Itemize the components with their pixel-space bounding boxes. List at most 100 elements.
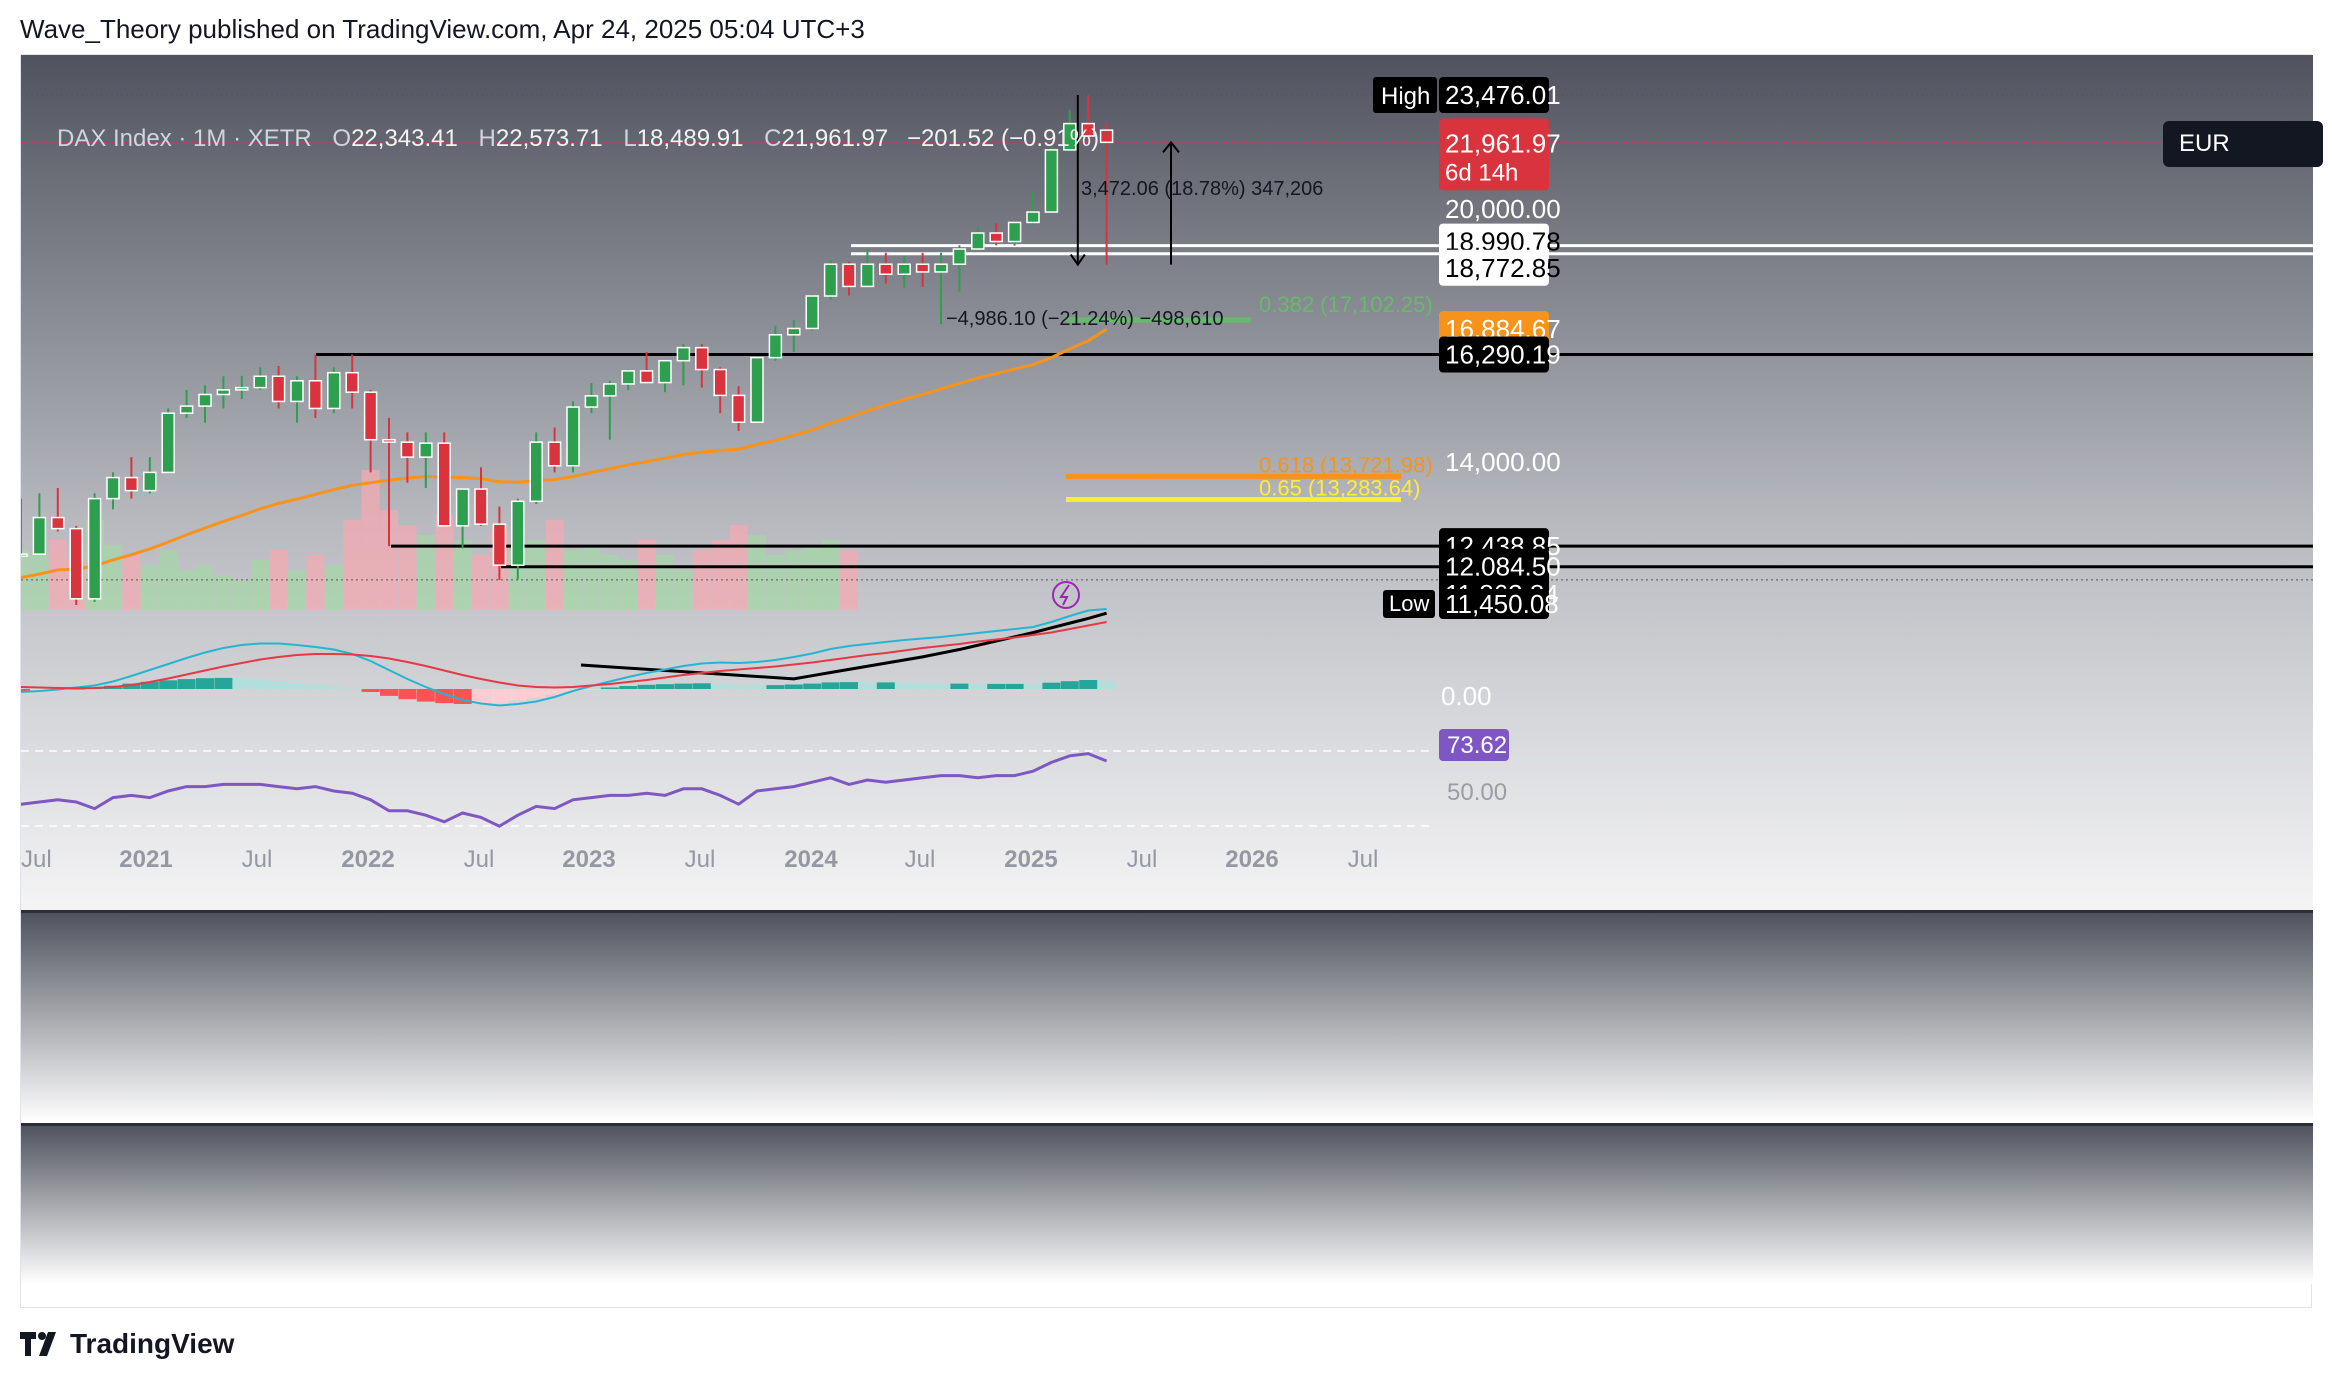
macd-histogram-bar [343, 688, 362, 690]
candle-body [106, 476, 120, 500]
chart-canvas[interactable]: 3,472.06 (18.78%) 347,206 −4,986.10 (−21.… [21, 55, 2313, 1309]
candle-body [21, 553, 28, 557]
long-ma-line [580, 611, 1108, 681]
macd-histogram-bar [269, 680, 288, 689]
volume-bar [435, 515, 454, 610]
fib-618-label: 0.618 (13,721.98) [1259, 452, 1433, 477]
volume-bar [288, 570, 306, 610]
volume-bar [472, 555, 490, 610]
candle-body [455, 488, 470, 527]
macd-line [21, 608, 1107, 707]
main-pane-bg [21, 55, 2313, 910]
time-tick: 2023 [562, 846, 615, 873]
volume-bar [380, 510, 398, 610]
candle-body [915, 263, 930, 273]
macd-histogram-bar [196, 678, 214, 689]
macd-histogram-bar [766, 685, 785, 689]
macd-histogram-bar [876, 682, 895, 689]
volume-bar [177, 570, 196, 610]
volume-bar [21, 550, 30, 610]
macd-histogram-bar [637, 684, 656, 689]
close-key: C [764, 125, 782, 152]
candle-body [179, 405, 194, 414]
low-value: 18,489.91 [636, 125, 744, 152]
candle-body [713, 368, 727, 397]
high-price-tag: 23,476.01 [1445, 80, 1561, 110]
volume-bar [269, 550, 288, 610]
time-tick: Jul [464, 846, 495, 873]
close-value: 21,961.97 [781, 125, 889, 152]
tradingview-logo[interactable]: TradingView [20, 1328, 234, 1360]
currency-button[interactable]: EUR [2163, 121, 2323, 167]
macd-histogram-bar [380, 689, 398, 696]
candle-body [1007, 221, 1022, 243]
signal-line [21, 621, 1107, 690]
time-axis[interactable]: Jul 2021 Jul 2022 Jul 2023 Jul 2024 Jul 2025 Jul 20… [21, 846, 1378, 873]
low-price-tag-bg [1439, 589, 1549, 619]
time-tick: Jul [1127, 846, 1158, 873]
candle-body [51, 516, 65, 530]
brand-name: TradingView [70, 1328, 235, 1359]
time-tick: 2026 [1225, 846, 1278, 873]
symbol-label[interactable]: DAX Index · 1M · XETR [57, 125, 312, 152]
candle-body [805, 295, 819, 330]
time-tick: Jul [21, 846, 52, 873]
candle-body [235, 386, 249, 391]
macd-histogram-bar [932, 683, 950, 689]
macd-histogram-bar [1024, 684, 1042, 689]
macd-histogram-bar [729, 685, 748, 689]
candle-body [768, 334, 783, 359]
chart-frame[interactable]: 3,472.06 (18.78%) 347,206 −4,986.10 (−21.… [20, 54, 2323, 1309]
volume-bar [656, 555, 674, 610]
rsi-pane: 73.62 50.00 [21, 729, 1509, 828]
volume-bar [784, 550, 803, 610]
down-move-label: −4,986.10 (−21.24%) −498,610 [946, 308, 1223, 330]
time-tick: Jul [685, 846, 716, 873]
candle-body [382, 438, 396, 443]
volume-bar [214, 575, 233, 610]
candle-body [363, 391, 378, 441]
macd-histogram-bar [232, 678, 251, 689]
macd-histogram-bar [656, 684, 674, 689]
volume-bar [196, 565, 214, 610]
candle-body [143, 471, 157, 492]
macd-histogram-bar [784, 684, 803, 689]
macd-histogram-bar [840, 682, 858, 689]
last-price-tag: 21,961.97 [1445, 128, 1561, 158]
candle-body [823, 263, 838, 297]
volume-bar [416, 535, 435, 610]
time-tick: 2022 [341, 846, 394, 873]
macd-histogram-bar [140, 681, 159, 689]
time-tick: 2021 [119, 846, 172, 873]
volume-bar [48, 540, 67, 610]
publisher-credit: Wave_Theory published on TradingView.com… [20, 14, 865, 44]
candle-body [658, 359, 672, 384]
lightning-icon [1059, 584, 1070, 606]
low-tag-bg [1383, 590, 1435, 618]
projection-arrowhead [1162, 140, 1180, 153]
macd-histogram-bar [1060, 681, 1079, 689]
candle-body [639, 370, 654, 384]
ohlc-legend[interactable]: DAX Index · 1M · XETR O22,343.41 H22,573… [57, 125, 1099, 153]
macd-pane: 0.00 [21, 608, 1492, 711]
candle-body [897, 263, 911, 276]
candle-body [1063, 122, 1077, 151]
drawdown-arrowhead [1069, 254, 1086, 267]
macd-histogram-bar [508, 689, 527, 701]
level-tag-16290: 16,290.19 [1445, 340, 1561, 370]
macd-histogram-bar [748, 685, 766, 689]
macd-histogram-bar [490, 689, 509, 703]
change-value: −201.52 (−0.91%) [906, 125, 1100, 152]
high-tag: High [1381, 83, 1430, 110]
volume-bar [674, 570, 693, 610]
volume-bar [711, 540, 730, 610]
rsi-value-tag: 73.62 [1447, 732, 1507, 759]
candle-body [989, 232, 1003, 243]
macd-histogram-bar [472, 689, 490, 704]
level-tag-16290-bg [1439, 336, 1549, 373]
candle-body [731, 394, 746, 423]
volume-bar [251, 560, 270, 610]
macd-histogram-bar [821, 682, 840, 689]
last-price-tag-bg [1439, 118, 1549, 191]
